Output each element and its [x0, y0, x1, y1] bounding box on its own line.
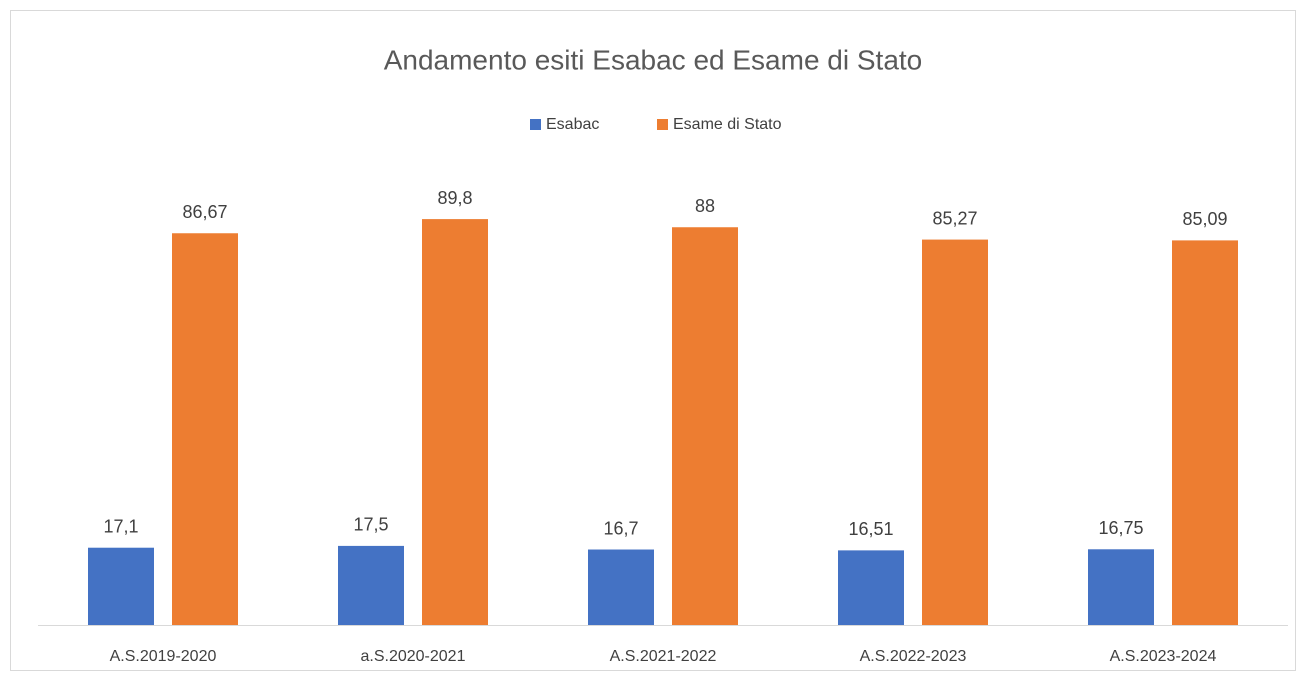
data-label: 17,1: [103, 516, 138, 536]
data-label: 85,27: [932, 208, 977, 228]
legend-swatch: [530, 119, 541, 130]
legend-label: Esame di Stato: [673, 116, 782, 133]
bar: [1172, 240, 1238, 626]
data-label: 16,7: [603, 518, 638, 538]
bar: [172, 233, 238, 626]
x-tick-label: A.S.2023-2024: [1110, 648, 1217, 665]
data-label: 86,67: [182, 202, 227, 222]
data-label: 89,8: [437, 188, 472, 208]
data-label: 16,75: [1098, 518, 1143, 538]
x-tick-label: A.S.2022-2023: [860, 648, 967, 665]
data-label: 17,5: [353, 515, 388, 535]
bar: [672, 227, 738, 626]
data-label: 16,51: [848, 519, 893, 539]
bar: [838, 550, 904, 625]
bar: [922, 239, 988, 626]
bar: [422, 219, 488, 625]
bar: [338, 545, 404, 625]
bar: [88, 547, 154, 625]
legend-swatch: [657, 119, 668, 130]
chart-title: Andamento esiti Esabac ed Esame di Stato: [384, 44, 923, 75]
bar: [1088, 549, 1154, 625]
x-tick-label: A.S.2019-2020: [110, 648, 217, 665]
x-tick-label: a.S.2020-2021: [361, 648, 466, 665]
x-tick-label: A.S.2021-2022: [610, 648, 717, 665]
data-label: 85,09: [1182, 209, 1227, 229]
bar: [588, 549, 654, 625]
data-label: 88: [695, 196, 715, 216]
legend-label: Esabac: [546, 116, 599, 133]
